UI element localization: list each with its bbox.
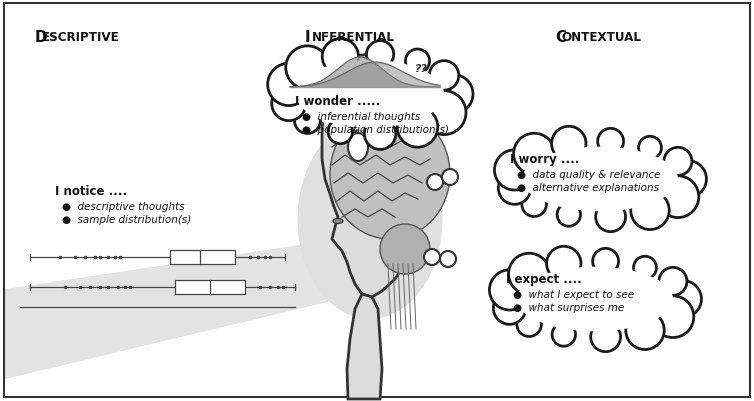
Circle shape (286, 47, 329, 90)
Text: ●  inferential thoughts: ● inferential thoughts (302, 112, 420, 122)
FancyBboxPatch shape (170, 250, 235, 264)
FancyBboxPatch shape (4, 4, 750, 397)
Circle shape (631, 192, 670, 230)
Circle shape (598, 129, 624, 155)
Circle shape (493, 292, 526, 324)
Circle shape (664, 148, 692, 176)
Text: ONTEXTUAL: ONTEXTUAL (562, 31, 642, 44)
Circle shape (295, 108, 320, 134)
Ellipse shape (348, 134, 368, 162)
Circle shape (424, 249, 440, 265)
Circle shape (440, 251, 456, 267)
Circle shape (590, 322, 621, 352)
Circle shape (434, 75, 473, 114)
Circle shape (652, 296, 694, 338)
Text: I worry ....: I worry .... (510, 153, 579, 166)
Circle shape (508, 253, 550, 295)
Ellipse shape (294, 59, 446, 131)
Ellipse shape (515, 265, 675, 333)
Circle shape (522, 192, 547, 217)
Circle shape (268, 64, 310, 106)
Circle shape (271, 87, 306, 122)
Text: ●  what surprises me: ● what surprises me (513, 302, 624, 312)
Circle shape (364, 119, 396, 150)
Polygon shape (322, 55, 435, 297)
Circle shape (670, 161, 706, 198)
Text: ●  descriptive thoughts: ● descriptive thoughts (62, 201, 185, 211)
Ellipse shape (380, 225, 430, 274)
Circle shape (552, 323, 575, 346)
Circle shape (664, 281, 701, 318)
Circle shape (498, 172, 531, 205)
Circle shape (593, 249, 618, 275)
Ellipse shape (298, 120, 443, 319)
Ellipse shape (421, 198, 433, 221)
Polygon shape (5, 239, 340, 379)
Text: I: I (305, 30, 311, 45)
Text: D: D (35, 30, 48, 45)
Circle shape (626, 311, 664, 350)
Circle shape (596, 202, 626, 232)
Circle shape (633, 257, 657, 279)
Text: ●  data quality & relevance: ● data quality & relevance (517, 170, 661, 180)
Text: ●  what I expect to see: ● what I expect to see (513, 289, 634, 299)
Circle shape (429, 61, 458, 91)
Polygon shape (347, 294, 382, 399)
Text: ??: ?? (415, 64, 428, 74)
Circle shape (639, 137, 661, 160)
Circle shape (513, 134, 555, 175)
Circle shape (328, 120, 353, 144)
Text: ●  population distribution(s): ● population distribution(s) (302, 125, 449, 135)
Circle shape (406, 50, 430, 74)
Text: C: C (555, 30, 566, 45)
Circle shape (657, 176, 699, 218)
Circle shape (442, 170, 458, 186)
Text: ●  alternative explanations: ● alternative explanations (517, 182, 659, 192)
Circle shape (422, 91, 466, 135)
Circle shape (552, 127, 586, 161)
Circle shape (495, 150, 535, 190)
Ellipse shape (517, 267, 673, 332)
Ellipse shape (333, 219, 343, 224)
Ellipse shape (520, 146, 680, 214)
Text: ●  sample distribution(s): ● sample distribution(s) (62, 215, 192, 225)
Circle shape (397, 107, 438, 148)
Circle shape (366, 42, 394, 69)
Circle shape (489, 270, 529, 310)
Text: ESCRIPTIVE: ESCRIPTIVE (41, 31, 120, 44)
Circle shape (547, 247, 581, 281)
Ellipse shape (522, 147, 678, 212)
Text: I expect ....: I expect .... (506, 272, 582, 285)
Circle shape (659, 267, 687, 296)
FancyBboxPatch shape (175, 280, 245, 294)
Text: I notice ....: I notice .... (55, 184, 127, 198)
Ellipse shape (296, 61, 444, 129)
Circle shape (427, 174, 443, 190)
Circle shape (516, 312, 541, 337)
Text: NFERENTIAL: NFERENTIAL (312, 31, 395, 44)
Ellipse shape (342, 114, 358, 136)
Ellipse shape (330, 110, 450, 239)
Text: I wonder .....: I wonder ..... (295, 95, 380, 108)
Circle shape (557, 203, 581, 227)
Circle shape (322, 39, 358, 75)
